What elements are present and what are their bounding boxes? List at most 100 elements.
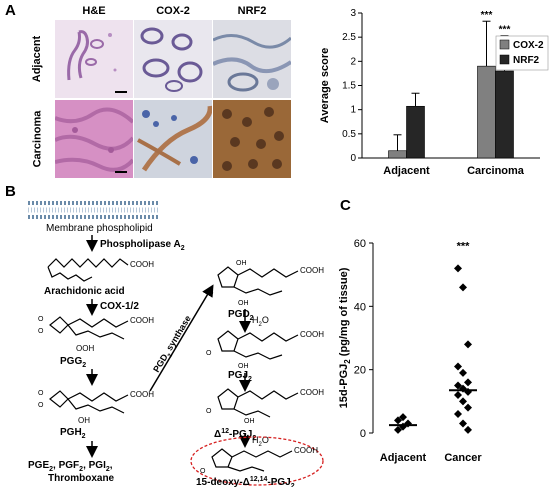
data-point <box>454 410 462 418</box>
svg-text:OH: OH <box>238 363 249 370</box>
membrane-label: Membrane phospholipid <box>46 223 153 234</box>
water-label-2: H2O <box>252 435 269 448</box>
micrograph-nrf2-carcinoma <box>213 100 291 178</box>
legend-label: NRF2 <box>513 55 540 66</box>
data-point <box>459 368 467 377</box>
phospholipase-label: Phospholipase A <box>100 239 181 250</box>
final-product-label: 15-deoxy-Δ12,14-PGJ2 <box>196 476 295 487</box>
arachidonic-label: Arachidonic acid <box>44 286 125 297</box>
significance-label: *** <box>457 240 471 252</box>
data-point <box>459 283 467 292</box>
svg-text:O: O <box>208 290 214 297</box>
svg-text:O: O <box>38 328 44 335</box>
highlight-ellipse <box>190 436 324 486</box>
data-point <box>394 416 402 425</box>
micrograph-cox2-carcinoma <box>134 100 213 178</box>
bar-chart: 0 0.5 1 1.5 2 2.5 3 Average score Adjacent *** ***… <box>319 8 549 177</box>
legend-swatch <box>499 54 510 65</box>
y-tick-label: 1.5 <box>342 81 356 92</box>
panel-c-label: C <box>340 197 351 214</box>
panel-a-label: A <box>5 2 16 19</box>
water-label-1: H2O <box>252 315 269 328</box>
svg-text:COOH: COOH <box>130 390 154 399</box>
data-point <box>464 425 472 434</box>
svg-text:OOH: OOH <box>76 344 94 353</box>
svg-text:COOH: COOH <box>294 446 318 455</box>
products-label: PGE2, PGF2, PGI2, <box>28 460 113 473</box>
x-tick-label: Adjacent <box>383 165 430 177</box>
thromboxane-label: Thromboxane <box>48 473 115 484</box>
data-point <box>459 384 467 393</box>
significance-label: *** <box>499 25 511 36</box>
x-tick-label: Adjacent <box>380 452 427 464</box>
pgh2-label: PGH2 <box>60 427 86 440</box>
bar-nrf2 <box>495 70 514 159</box>
data-point <box>394 425 402 434</box>
header-he: H&E <box>82 5 106 17</box>
y-axis-label: 15d-PGJ2 (pg/mg of tissue) <box>338 267 352 408</box>
svg-text:O: O <box>38 316 44 323</box>
row-label-adjacent: Adjacent <box>31 35 43 83</box>
pathway-diagram: Membrane phospholipid Phospholipase A2 C… <box>28 201 324 487</box>
svg-text:OH: OH <box>238 300 249 307</box>
y-tick-label: 3 <box>350 8 356 19</box>
svg-text:COOH: COOH <box>300 330 324 339</box>
data-point <box>464 340 472 349</box>
micrograph-he-adjacent <box>55 20 133 98</box>
y-tick-label: 0 <box>350 153 356 164</box>
legend-label: COX-2 <box>513 40 544 51</box>
pgj2-label: PGJ2 <box>228 370 252 383</box>
svg-text:O: O <box>206 350 212 357</box>
header-cox2: COX-2 <box>156 5 190 17</box>
data-point <box>464 403 472 412</box>
micrograph-he-carcinoma <box>54 100 135 178</box>
svg-text:O: O <box>200 468 206 475</box>
y-tick-label: 0.5 <box>342 129 356 140</box>
svg-text:COOH: COOH <box>300 388 324 397</box>
svg-text:COOH: COOH <box>300 266 324 275</box>
y-tick-label: 20 <box>354 365 366 377</box>
header-nrf2: NRF2 <box>237 5 267 17</box>
svg-text:O: O <box>38 390 44 397</box>
data-point <box>454 391 462 399</box>
y-tick-label: 2 <box>350 56 356 67</box>
pgg2-label: PGG2 <box>60 356 86 369</box>
bar-cox-2 <box>477 65 496 159</box>
y-tick-label: 0 <box>360 428 366 440</box>
data-point <box>399 413 407 422</box>
svg-text:OH: OH <box>78 416 90 425</box>
pgd2-label: PGD2 <box>228 309 254 322</box>
svg-text:COOH: COOH <box>130 260 154 269</box>
delta12-pgj2-label: Δ12-PGJ2 <box>214 428 256 442</box>
data-point <box>459 419 467 428</box>
data-point <box>454 264 462 273</box>
svg-text:COOH: COOH <box>130 316 154 325</box>
panel-b-label: B <box>5 183 16 200</box>
membrane-icon <box>28 201 160 219</box>
svg-text:O: O <box>38 402 44 409</box>
svg-text:O: O <box>206 408 212 415</box>
data-point <box>454 381 462 390</box>
cox-label: COX-1/2 <box>100 301 139 312</box>
pgd-synthase-label: PGD2 synthase <box>151 314 195 376</box>
svg-text:Phospholipase A2: Phospholipase A2 <box>100 239 185 252</box>
data-point <box>459 397 467 406</box>
y-tick-label: 2.5 <box>342 32 356 43</box>
data-point <box>454 362 462 371</box>
svg-text:OH: OH <box>236 260 247 267</box>
data-point <box>464 378 472 387</box>
significance-label: *** <box>481 10 493 21</box>
data-point <box>464 387 472 396</box>
y-tick-label: 60 <box>354 238 366 250</box>
y-axis-label: Average score <box>319 48 331 123</box>
legend-swatch <box>499 39 510 50</box>
scatter-chart: 0 20 40 60 15d-PGJ2 (pg/mg of tissue) *** Adja… <box>338 238 482 464</box>
micrograph-nrf2-adjacent <box>212 20 293 98</box>
micrograph-cox2-adjacent <box>134 20 212 98</box>
svg-text:OH: OH <box>244 418 255 425</box>
x-tick-label: Carcinoma <box>467 165 525 177</box>
bar-nrf2 <box>406 105 425 159</box>
y-tick-label: 1 <box>350 105 356 116</box>
bar-cox-2 <box>388 150 407 159</box>
y-tick-label: 40 <box>354 301 366 313</box>
